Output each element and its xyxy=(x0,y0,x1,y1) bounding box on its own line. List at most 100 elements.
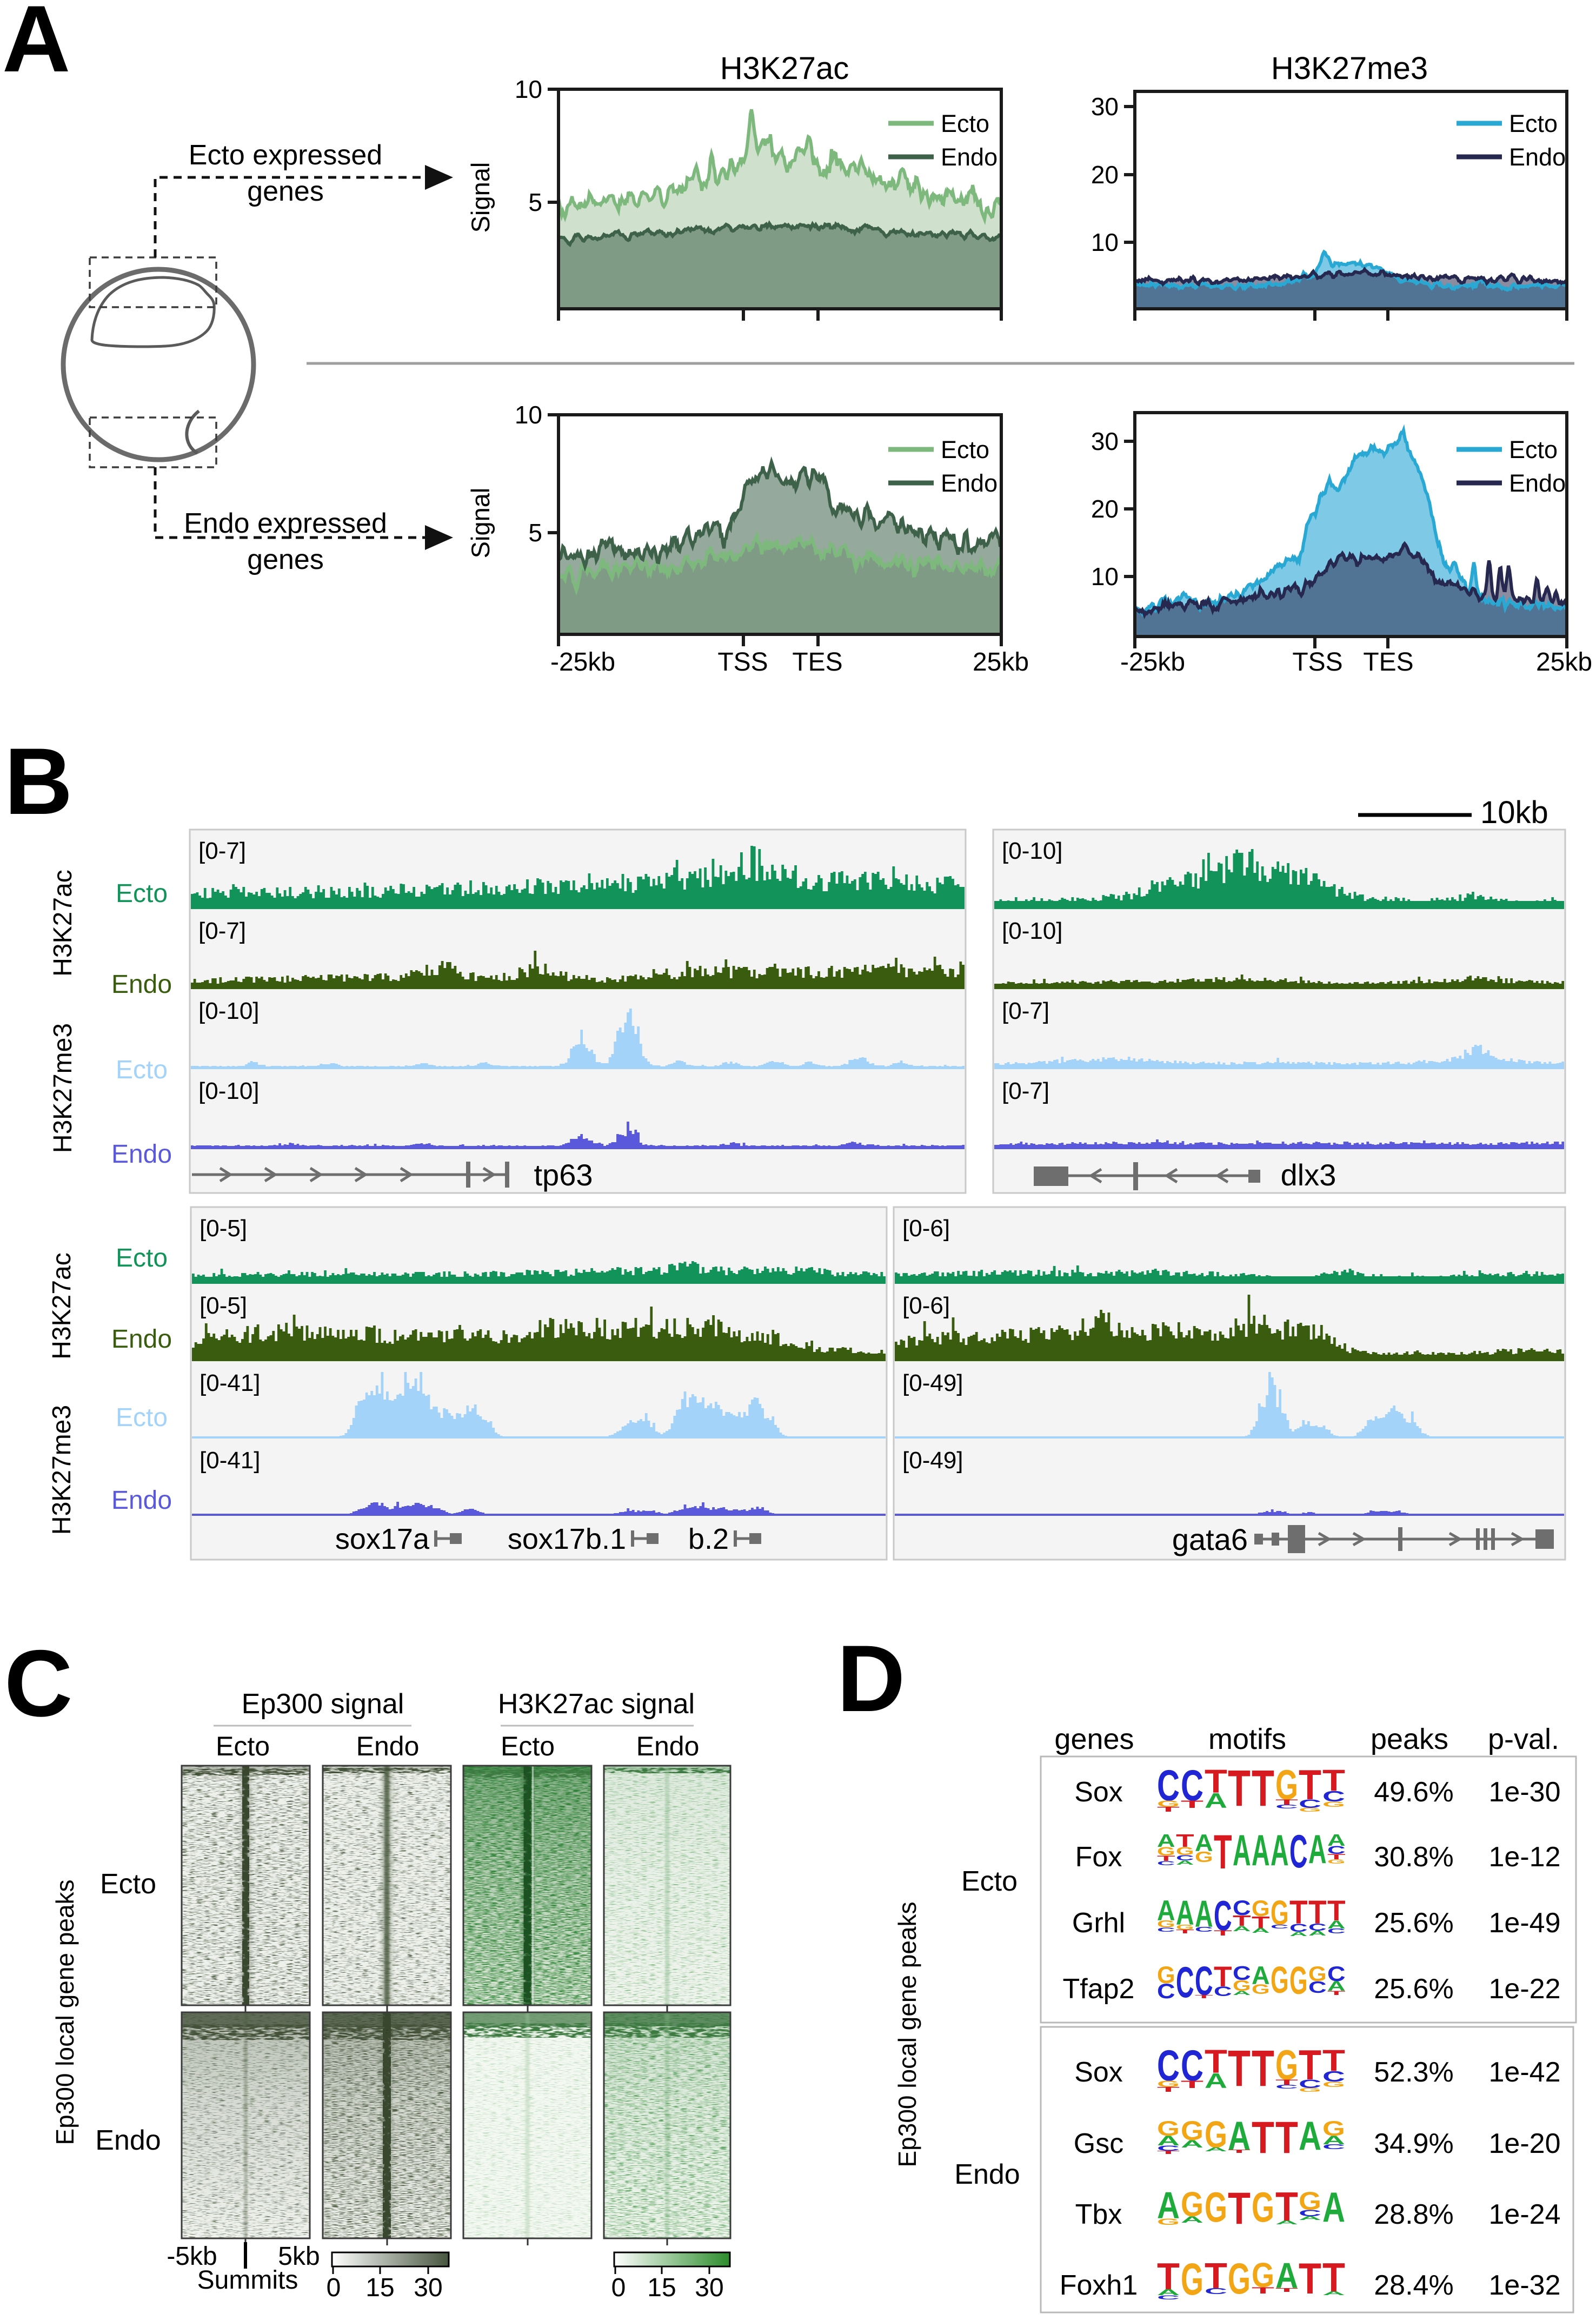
svg-text:10: 10 xyxy=(1091,228,1119,256)
svg-text:C: C xyxy=(1157,1926,1175,1933)
svg-text:C: C xyxy=(1308,1978,1327,1997)
svg-text:G: G xyxy=(1233,1977,1251,1994)
svg-text:1e-49: 1e-49 xyxy=(1489,1907,1561,1939)
svg-text:G: G xyxy=(1205,2114,1227,2156)
svg-text:A: A xyxy=(1157,2184,1180,2226)
svg-text:1e-30: 1e-30 xyxy=(1489,1777,1561,1808)
svg-text:Ecto: Ecto xyxy=(501,1731,555,1761)
svg-text:A: A xyxy=(1271,1826,1289,1875)
svg-text:Endo: Endo xyxy=(111,1140,172,1169)
svg-text:C: C xyxy=(1157,2144,1180,2152)
svg-text:A: A xyxy=(1157,2133,1180,2149)
svg-text:T: T xyxy=(1228,2149,1251,2154)
svg-text:[0-10]: [0-10] xyxy=(1002,838,1063,864)
svg-text:T: T xyxy=(1205,2043,1227,2080)
svg-text:G: G xyxy=(1157,1919,1175,1930)
svg-text:Ecto expressed: Ecto expressed xyxy=(189,140,382,171)
svg-text:C: C xyxy=(1322,2143,1345,2151)
svg-text:Ecto: Ecto xyxy=(216,1731,270,1761)
svg-text:T: T xyxy=(1299,2254,1321,2303)
svg-text:C: C xyxy=(1181,2041,1203,2090)
svg-text:Fox: Fox xyxy=(1075,1841,1122,1873)
svg-text:Ecto: Ecto xyxy=(116,1403,168,1432)
svg-text:T: T xyxy=(1275,2184,1298,2229)
svg-text:30: 30 xyxy=(695,2273,723,2302)
svg-text:G: G xyxy=(1322,2080,1345,2089)
svg-text:Endo: Endo xyxy=(356,1731,420,1761)
svg-text:C: C xyxy=(1214,1892,1232,1939)
svg-text:G: G xyxy=(1181,2116,1203,2146)
svg-text:Endo: Endo xyxy=(111,1325,172,1354)
svg-text:T: T xyxy=(1228,1760,1251,1817)
svg-text:-5kb: -5kb xyxy=(167,2242,217,2271)
svg-text:A: A xyxy=(1176,1893,1194,1932)
svg-text:Ep300 local gene peaks: Ep300 local gene peaks xyxy=(893,1901,921,2167)
svg-text:1e-20: 1e-20 xyxy=(1489,2128,1561,2159)
svg-text:T: T xyxy=(1214,1929,1232,1937)
svg-text:T: T xyxy=(1252,1760,1274,1817)
svg-text:C: C xyxy=(4,1631,72,1736)
svg-text:C: C xyxy=(1327,1927,1346,1935)
svg-text:G: G xyxy=(1275,1761,1298,1808)
svg-text:Tfap2: Tfap2 xyxy=(1063,1973,1135,2005)
svg-text:T: T xyxy=(1289,1894,1308,1931)
svg-text:T: T xyxy=(1233,1913,1251,1930)
svg-text:H3K27ac signal: H3K27ac signal xyxy=(498,1688,695,1720)
svg-text:C: C xyxy=(1157,1761,1180,1810)
svg-text:C: C xyxy=(1275,1804,1298,1809)
svg-text:0: 0 xyxy=(611,2273,626,2302)
svg-text:T: T xyxy=(1252,2113,1274,2163)
svg-text:A: A xyxy=(1205,2069,1227,2092)
svg-text:C: C xyxy=(1233,1897,1251,1920)
svg-text:A: A xyxy=(1181,2138,1203,2150)
svg-text:T: T xyxy=(1299,1761,1321,1808)
svg-text:A: A xyxy=(1299,2215,1321,2221)
svg-text:G: G xyxy=(1181,2185,1203,2224)
svg-text:Summits: Summits xyxy=(197,2266,298,2295)
svg-text:Ep300 local gene peaks: Ep300 local gene peaks xyxy=(51,1879,79,2145)
svg-text:1e-32: 1e-32 xyxy=(1489,2270,1561,2301)
svg-text:30: 30 xyxy=(414,2273,442,2302)
svg-text:T: T xyxy=(1275,2287,1298,2293)
svg-text:gata6: gata6 xyxy=(1172,1522,1248,1556)
svg-text:A: A xyxy=(1157,1894,1175,1926)
svg-text:T: T xyxy=(1205,1763,1227,1800)
svg-text:G: G xyxy=(1289,1958,1308,2002)
svg-text:C: C xyxy=(1271,1924,1289,1930)
svg-text:Endo: Endo xyxy=(111,1486,172,1515)
svg-text:T: T xyxy=(1252,1913,1270,1932)
svg-text:20: 20 xyxy=(1091,161,1119,189)
svg-text:A: A xyxy=(1327,1918,1346,1931)
svg-text:H3K27me3: H3K27me3 xyxy=(1271,51,1428,86)
svg-text:25.6%: 25.6% xyxy=(1374,1907,1453,1939)
svg-text:T: T xyxy=(1195,1994,1213,1999)
svg-text:Ecto: Ecto xyxy=(1509,436,1558,463)
svg-text:A: A xyxy=(1195,1830,1213,1857)
svg-text:5kb: 5kb xyxy=(278,2242,320,2271)
svg-text:Endo: Endo xyxy=(941,469,998,497)
svg-text:10: 10 xyxy=(515,401,542,429)
svg-text:T: T xyxy=(1157,1806,1180,1813)
svg-text:G: G xyxy=(1195,1848,1213,1865)
svg-text:A: A xyxy=(1252,1927,1270,1934)
svg-text:Endo: Endo xyxy=(954,2159,1020,2190)
svg-text:T: T xyxy=(1176,1831,1194,1851)
svg-text:Sox: Sox xyxy=(1074,1777,1123,1808)
svg-text:G: G xyxy=(1157,1845,1175,1859)
svg-text:10: 10 xyxy=(515,75,542,103)
svg-text:A: A xyxy=(1275,2256,1298,2296)
svg-text:A: A xyxy=(1252,1826,1270,1875)
svg-text:25kb: 25kb xyxy=(973,648,1029,677)
svg-text:C: C xyxy=(1157,1980,1175,2004)
svg-text:Endo expressed: Endo expressed xyxy=(184,508,387,539)
svg-text:25kb: 25kb xyxy=(1536,648,1592,677)
svg-text:30.8%: 30.8% xyxy=(1374,1841,1453,1873)
svg-text:C: C xyxy=(1181,1761,1203,1810)
svg-text:Signal: Signal xyxy=(466,162,495,233)
svg-text:G: G xyxy=(1252,1982,1270,1997)
svg-text:28.4%: 28.4% xyxy=(1374,2270,1453,2301)
svg-text:A: A xyxy=(1327,1831,1346,1850)
svg-text:49.6%: 49.6% xyxy=(1374,1777,1453,1808)
svg-text:Sox: Sox xyxy=(1074,2057,1123,2088)
svg-text:A: A xyxy=(1228,2113,1251,2159)
